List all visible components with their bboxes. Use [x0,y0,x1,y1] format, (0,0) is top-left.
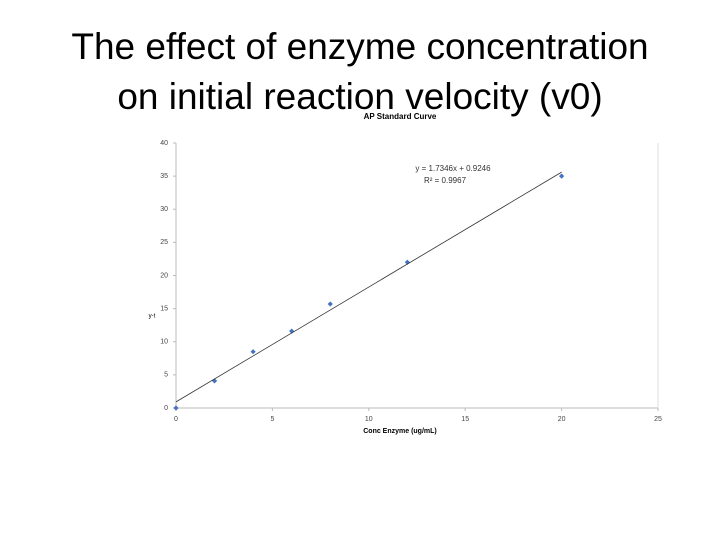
y-tick-label: 30 [160,206,168,213]
y-tick-label: 20 [160,272,168,279]
x-tick-label: 15 [461,416,469,423]
x-tick-label: 25 [654,416,662,423]
point [327,301,333,307]
x-tick-label: 10 [365,416,373,423]
y-tick-label: 15 [160,305,168,312]
y-tick-label: 10 [160,339,168,346]
y-tick-label: 5 [164,372,168,379]
y-axis-label: y-t [149,314,156,320]
title-line: on initial reaction velocity (v0) [117,76,603,117]
point [211,378,218,384]
trendline [175,171,562,403]
y-tick-label: 40 [160,140,168,147]
y-tick-label: 0 [164,405,168,412]
y-tick-label: 25 [160,239,168,246]
y-tick-label: 35 [160,173,168,180]
equation: y = 1.7346x + 0.9246 [415,164,491,173]
point [250,349,256,355]
slide-title: The effect of enzyme concentration on in… [0,22,720,122]
x-tick-label: 20 [558,416,566,423]
x-tick-label: 5 [270,416,274,423]
point [559,173,565,179]
point [173,405,179,411]
x-tick-label: 0 [174,416,178,423]
x-axis-label: Conc Enzyme (ug/mL) [363,428,437,435]
r-squared: R² = 0.9967 [424,176,467,185]
chart-title: AP Standard Curve [364,112,437,121]
title-line: The effect of enzyme concentration [71,26,649,67]
